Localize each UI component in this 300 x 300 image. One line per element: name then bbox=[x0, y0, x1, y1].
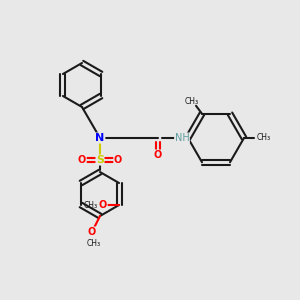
Text: O: O bbox=[99, 200, 107, 210]
Text: O: O bbox=[78, 155, 86, 165]
Text: S: S bbox=[96, 155, 104, 165]
Text: N: N bbox=[95, 133, 105, 143]
Text: O: O bbox=[154, 150, 162, 160]
Text: CH₃: CH₃ bbox=[84, 200, 98, 209]
Text: NH: NH bbox=[175, 133, 189, 143]
Text: CH₃: CH₃ bbox=[87, 239, 101, 248]
Text: O: O bbox=[88, 227, 96, 237]
Text: CH₃: CH₃ bbox=[257, 134, 271, 142]
Text: CH₃: CH₃ bbox=[185, 97, 199, 106]
Text: O: O bbox=[114, 155, 122, 165]
